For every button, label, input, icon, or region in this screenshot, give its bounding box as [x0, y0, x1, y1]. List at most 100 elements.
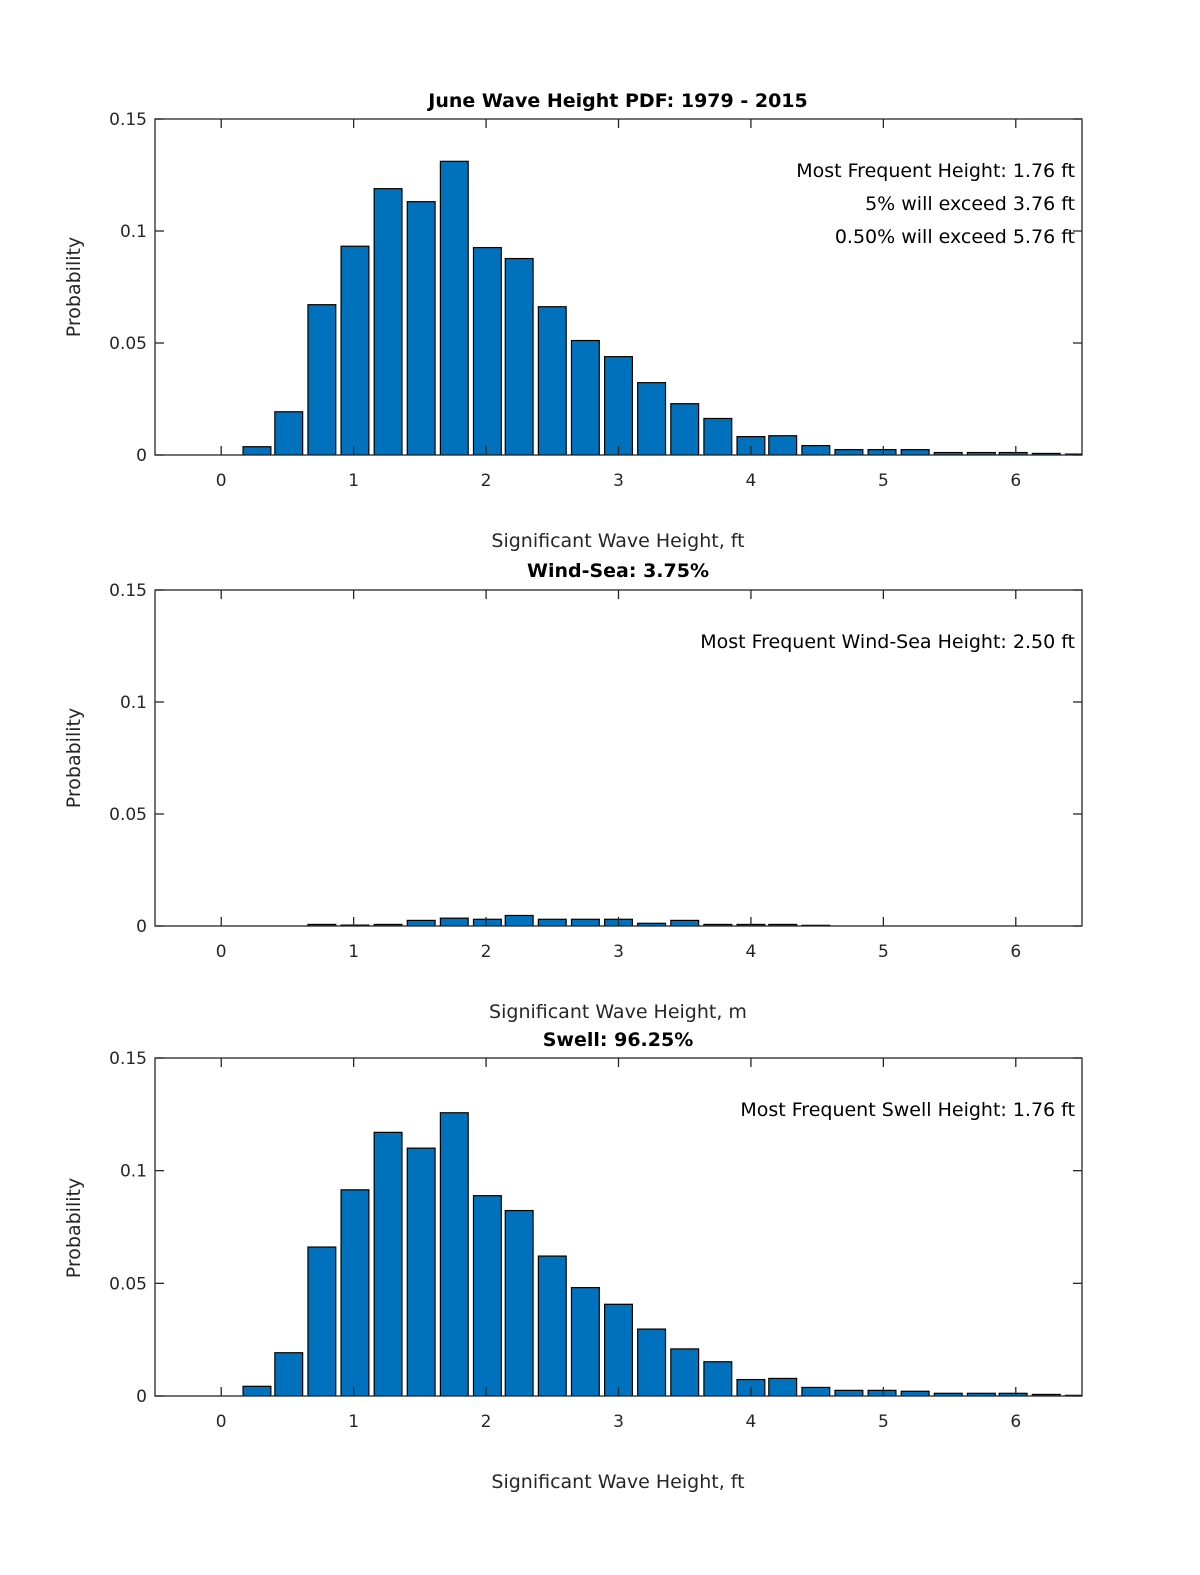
bar [242, 1385, 272, 1396]
bar [801, 1386, 831, 1396]
bar [900, 1390, 930, 1396]
x-tick-label: 4 [746, 1412, 757, 1432]
bar [703, 417, 733, 455]
chart-title: Swell: 96.25% [543, 1029, 694, 1051]
bar [274, 411, 304, 455]
bar [637, 922, 667, 926]
x-tick-label: 2 [481, 1412, 492, 1432]
annotations: Most Frequent Wind-Sea Height: 2.50 ft [700, 631, 1075, 653]
x-tick-label: 1 [348, 1412, 359, 1432]
y-axis-ticks: 0 0.05 0.1 0.15 [109, 581, 1082, 937]
y-tick-label: 0.05 [109, 334, 147, 354]
y-tick-label: 0.1 [120, 222, 147, 242]
bar [439, 917, 469, 926]
bar [439, 160, 469, 455]
y-tick-label: 0.15 [109, 1049, 147, 1069]
x-tick-label: 3 [613, 1412, 624, 1432]
bar [340, 1189, 370, 1396]
x-axis-label: Significant Wave Height, m [489, 1001, 747, 1023]
y-tick-label: 0 [136, 1387, 147, 1407]
bar [307, 1246, 337, 1396]
bar [867, 449, 897, 455]
bar [504, 914, 534, 926]
bar [637, 382, 667, 455]
x-tick-label: 0 [216, 1412, 227, 1432]
x-tick-label: 1 [348, 942, 359, 962]
bar [570, 339, 600, 455]
bar [406, 1147, 436, 1396]
bar-series [242, 1112, 1082, 1396]
bar [439, 1112, 469, 1396]
y-tick-label: 0.1 [120, 1162, 147, 1182]
x-tick-label: 6 [1010, 1412, 1021, 1432]
annotation-text: Most Frequent Wind-Sea Height: 2.50 ft [700, 631, 1075, 653]
bar [768, 435, 798, 455]
bar [703, 1361, 733, 1396]
y-axis-label: Probability [63, 1178, 85, 1278]
y-tick-label: 0.15 [109, 581, 147, 601]
bar [670, 403, 700, 455]
bar [242, 446, 272, 455]
bar [340, 245, 370, 455]
bar [1031, 452, 1061, 455]
bar [867, 1389, 897, 1396]
annotations: Most Frequent Height: 1.76 ft 5% will exc… [796, 160, 1075, 248]
bar-series [242, 160, 1082, 455]
bar [998, 1392, 1028, 1396]
y-axis-ticks: 0 0.05 0.1 0.15 [109, 110, 1082, 466]
bar [307, 304, 337, 455]
x-tick-label: 3 [613, 942, 624, 962]
chart-title: June Wave Height PDF: 1979 - 2015 [426, 90, 807, 112]
bar [307, 923, 337, 926]
x-tick-label: 6 [1010, 471, 1021, 491]
bar [472, 1195, 502, 1396]
bar [801, 444, 831, 455]
chart-title: Wind-Sea: 3.75% [527, 560, 709, 582]
x-axis-ticks: 0 1 2 3 4 5 6 [216, 590, 1021, 962]
bar [966, 451, 996, 455]
y-tick-label: 0 [136, 917, 147, 937]
bar [637, 1328, 667, 1396]
x-tick-label: 3 [613, 471, 624, 491]
y-tick-label: 0.05 [109, 805, 147, 825]
x-tick-label: 4 [746, 471, 757, 491]
bar [406, 201, 436, 455]
panel-wind-sea: Wind-Sea: 3.75% 0 1 2 3 4 5 6 0 0.05 0.1 0.15 Mos… [63, 560, 1083, 1023]
bar [933, 1392, 963, 1396]
bar [768, 1377, 798, 1396]
x-tick-label: 6 [1010, 942, 1021, 962]
bar [537, 1255, 567, 1396]
bar [373, 1131, 403, 1396]
x-axis-ticks: 0 1 2 3 4 5 6 [216, 1058, 1021, 1432]
x-tick-label: 2 [481, 942, 492, 962]
bar [834, 449, 864, 455]
y-tick-label: 0.15 [109, 110, 147, 130]
x-axis-label: Significant Wave Height, ft [491, 1471, 744, 1493]
bar [603, 1303, 634, 1396]
y-tick-label: 0 [136, 446, 147, 466]
bar [768, 923, 798, 926]
bar [933, 451, 963, 455]
panel-total-wave-height: June Wave Height PDF: 1979 - 2015 0 1 2 3 4 5… [63, 90, 1083, 552]
bar [703, 923, 733, 926]
annotation-text: Most Frequent Swell Height: 1.76 ft [740, 1099, 1075, 1121]
x-tick-label: 1 [348, 471, 359, 491]
x-tick-label: 2 [481, 471, 492, 491]
bar [900, 449, 930, 455]
x-tick-label: 0 [216, 942, 227, 962]
x-tick-label: 5 [878, 1412, 889, 1432]
bar [274, 1352, 304, 1396]
bar [570, 1287, 600, 1396]
bar [537, 918, 567, 926]
annotation-text: Most Frequent Height: 1.76 ft [796, 160, 1075, 182]
panel-swell: Swell: 96.25% 0 1 2 3 4 5 6 0 0.05 0.1 0.15 Most … [63, 1029, 1083, 1493]
annotation-text: 5% will exceed 3.76 ft [865, 193, 1075, 215]
x-tick-label: 5 [878, 471, 889, 491]
x-tick-label: 4 [746, 942, 757, 962]
bar [373, 923, 403, 926]
bar [504, 1209, 534, 1396]
y-axis-ticks: 0 0.05 0.1 0.15 [109, 1049, 1082, 1407]
x-axis-label: Significant Wave Height, ft [491, 530, 744, 552]
bar [603, 356, 634, 455]
x-tick-label: 5 [878, 942, 889, 962]
